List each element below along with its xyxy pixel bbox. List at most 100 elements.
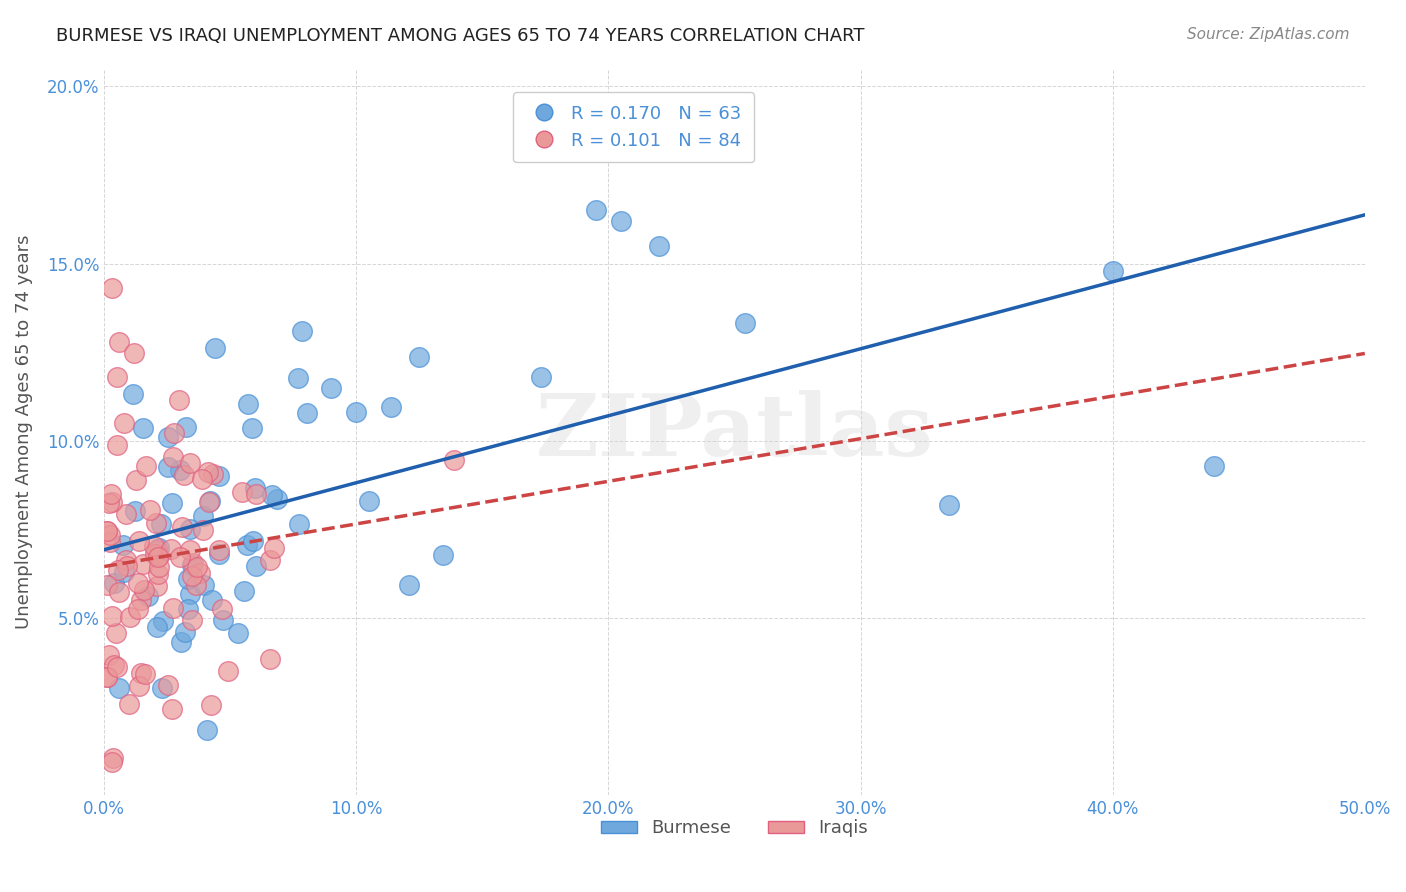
Iraqis xyxy=(98,648,121,662)
Burmese xyxy=(530,370,553,384)
Iraqis xyxy=(142,539,165,553)
Iraqis xyxy=(127,602,149,616)
Iraqis xyxy=(162,450,184,465)
Burmese xyxy=(648,239,671,253)
Burmese xyxy=(112,565,135,579)
Text: ZIPatlas: ZIPatlas xyxy=(536,390,934,474)
Iraqis xyxy=(117,558,139,573)
Burmese xyxy=(321,381,343,395)
Text: BURMESE VS IRAQI UNEMPLOYMENT AMONG AGES 65 TO 74 YEARS CORRELATION CHART: BURMESE VS IRAQI UNEMPLOYMENT AMONG AGES… xyxy=(56,27,865,45)
Iraqis xyxy=(170,520,193,534)
Iraqis xyxy=(115,552,138,566)
Burmese xyxy=(170,635,193,649)
Iraqis xyxy=(101,751,124,765)
Burmese xyxy=(344,405,367,419)
Burmese xyxy=(610,214,633,228)
Iraqis xyxy=(231,484,253,499)
Iraqis xyxy=(193,523,215,537)
Burmese xyxy=(177,602,200,616)
Burmese xyxy=(226,626,249,640)
Iraqis xyxy=(127,576,149,591)
Iraqis xyxy=(184,578,207,592)
Burmese xyxy=(245,558,267,573)
Burmese xyxy=(243,481,266,495)
Y-axis label: Unemployment Among Ages 65 to 74 years: Unemployment Among Ages 65 to 74 years xyxy=(15,235,32,629)
Iraqis xyxy=(211,601,233,615)
Burmese xyxy=(198,494,221,508)
Burmese xyxy=(124,504,146,518)
Iraqis xyxy=(139,503,162,517)
Text: Source: ZipAtlas.com: Source: ZipAtlas.com xyxy=(1187,27,1350,42)
Burmese xyxy=(160,496,183,510)
Iraqis xyxy=(134,666,156,681)
Burmese xyxy=(146,619,169,633)
Iraqis xyxy=(180,568,202,582)
Iraqis xyxy=(169,550,191,565)
Iraqis xyxy=(129,665,152,680)
Iraqis xyxy=(120,610,142,624)
Burmese xyxy=(136,589,159,603)
Iraqis xyxy=(98,534,121,549)
Burmese xyxy=(1202,458,1225,473)
Iraqis xyxy=(105,660,128,674)
Burmese xyxy=(288,517,311,532)
Iraqis xyxy=(114,507,136,521)
Burmese xyxy=(152,614,174,628)
Burmese xyxy=(149,517,172,532)
Iraqis xyxy=(198,495,221,509)
Iraqis xyxy=(179,456,201,470)
Iraqis xyxy=(162,600,184,615)
Burmese xyxy=(108,681,131,695)
Burmese xyxy=(111,538,134,552)
Iraqis xyxy=(145,516,167,530)
Iraqis xyxy=(107,584,129,599)
Iraqis xyxy=(101,495,124,509)
Iraqis xyxy=(263,541,285,555)
Burmese xyxy=(201,592,224,607)
Burmese xyxy=(174,420,197,434)
Iraqis xyxy=(98,528,121,542)
Burmese xyxy=(242,534,264,549)
Iraqis xyxy=(128,679,150,693)
Burmese xyxy=(291,324,314,338)
Burmese xyxy=(208,547,231,561)
Iraqis xyxy=(245,487,267,501)
Iraqis xyxy=(259,553,281,567)
Burmese xyxy=(240,421,263,435)
Iraqis xyxy=(186,559,208,574)
Iraqis xyxy=(108,334,131,349)
Iraqis xyxy=(128,533,150,548)
Burmese xyxy=(295,406,318,420)
Iraqis xyxy=(173,467,195,482)
Iraqis xyxy=(96,670,118,684)
Iraqis xyxy=(96,524,118,538)
Iraqis xyxy=(148,560,170,574)
Iraqis xyxy=(217,664,239,678)
Iraqis xyxy=(200,698,222,712)
Iraqis xyxy=(101,756,124,770)
Iraqis xyxy=(179,543,201,558)
Iraqis xyxy=(103,657,125,672)
Burmese xyxy=(398,578,420,592)
Iraqis xyxy=(125,473,148,487)
Iraqis xyxy=(132,557,155,571)
Iraqis xyxy=(156,678,179,692)
Burmese xyxy=(236,396,259,410)
Iraqis xyxy=(101,281,124,295)
Iraqis xyxy=(124,346,146,360)
Iraqis xyxy=(201,467,224,481)
Iraqis xyxy=(259,652,281,666)
Burmese xyxy=(174,624,197,639)
Iraqis xyxy=(146,543,169,558)
Burmese xyxy=(357,494,380,508)
Iraqis xyxy=(105,370,128,384)
Burmese xyxy=(193,577,215,591)
Burmese xyxy=(179,587,201,601)
Iraqis xyxy=(162,702,184,716)
Burmese xyxy=(169,463,191,477)
Iraqis xyxy=(96,670,118,684)
Burmese xyxy=(156,430,179,444)
Iraqis xyxy=(208,542,231,557)
Burmese xyxy=(408,350,430,364)
Burmese xyxy=(150,681,173,696)
